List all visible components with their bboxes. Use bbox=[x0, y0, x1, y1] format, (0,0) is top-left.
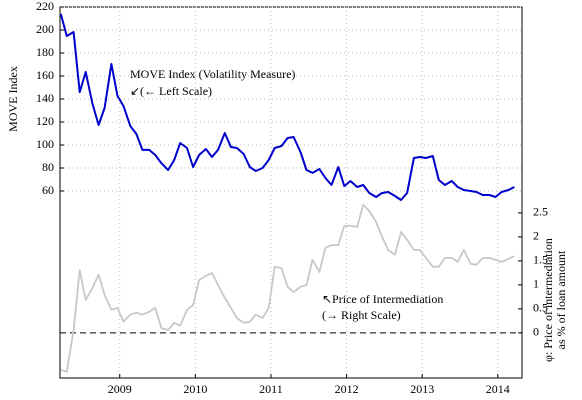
y2-axis-label: as % of loan amount bbox=[554, 250, 568, 349]
x-tick-label: 2014 bbox=[486, 382, 510, 396]
x-tick-label: 2009 bbox=[108, 382, 132, 396]
y-tick-label: 160 bbox=[36, 68, 54, 82]
y-axis-label: MOVE Index bbox=[6, 66, 20, 132]
x-tick-label: 2013 bbox=[410, 382, 434, 396]
y-tick-label: 80 bbox=[42, 160, 54, 174]
series-line bbox=[60, 203, 515, 373]
annotation: (→ Right Scale) bbox=[322, 308, 401, 322]
annotation: ↙(← Left Scale) bbox=[130, 84, 212, 98]
y2-tick-label: 1 bbox=[533, 277, 539, 291]
y-tick-label: 180 bbox=[36, 45, 54, 59]
x-tick-label: 2011 bbox=[259, 382, 283, 396]
y2-tick-label: 0 bbox=[533, 325, 539, 339]
y-tick-label: 100 bbox=[36, 137, 54, 151]
x-tick-label: 2012 bbox=[335, 382, 359, 396]
y-tick-label: 60 bbox=[42, 183, 54, 197]
y-tick-label: 120 bbox=[36, 114, 54, 128]
y-tick-label: 140 bbox=[36, 91, 54, 105]
y2-tick-label: 2.5 bbox=[533, 205, 548, 219]
y2-tick-label: 1.5 bbox=[533, 253, 548, 267]
plot-frame bbox=[59, 6, 523, 379]
annotation: ↖Price of Intermediation bbox=[322, 292, 443, 306]
annotation: MOVE Index (Volatility Measure) bbox=[130, 67, 295, 81]
y2-tick-label: 0.5 bbox=[533, 301, 548, 315]
y-tick-label: 220 bbox=[36, 0, 54, 13]
x-tick-label: 2010 bbox=[183, 382, 207, 396]
series-line bbox=[59, 13, 515, 201]
y-tick-label: 200 bbox=[36, 22, 54, 36]
y2-axis-label: φ: Price of intermediation bbox=[541, 238, 555, 362]
y2-tick-label: 2 bbox=[533, 229, 539, 243]
